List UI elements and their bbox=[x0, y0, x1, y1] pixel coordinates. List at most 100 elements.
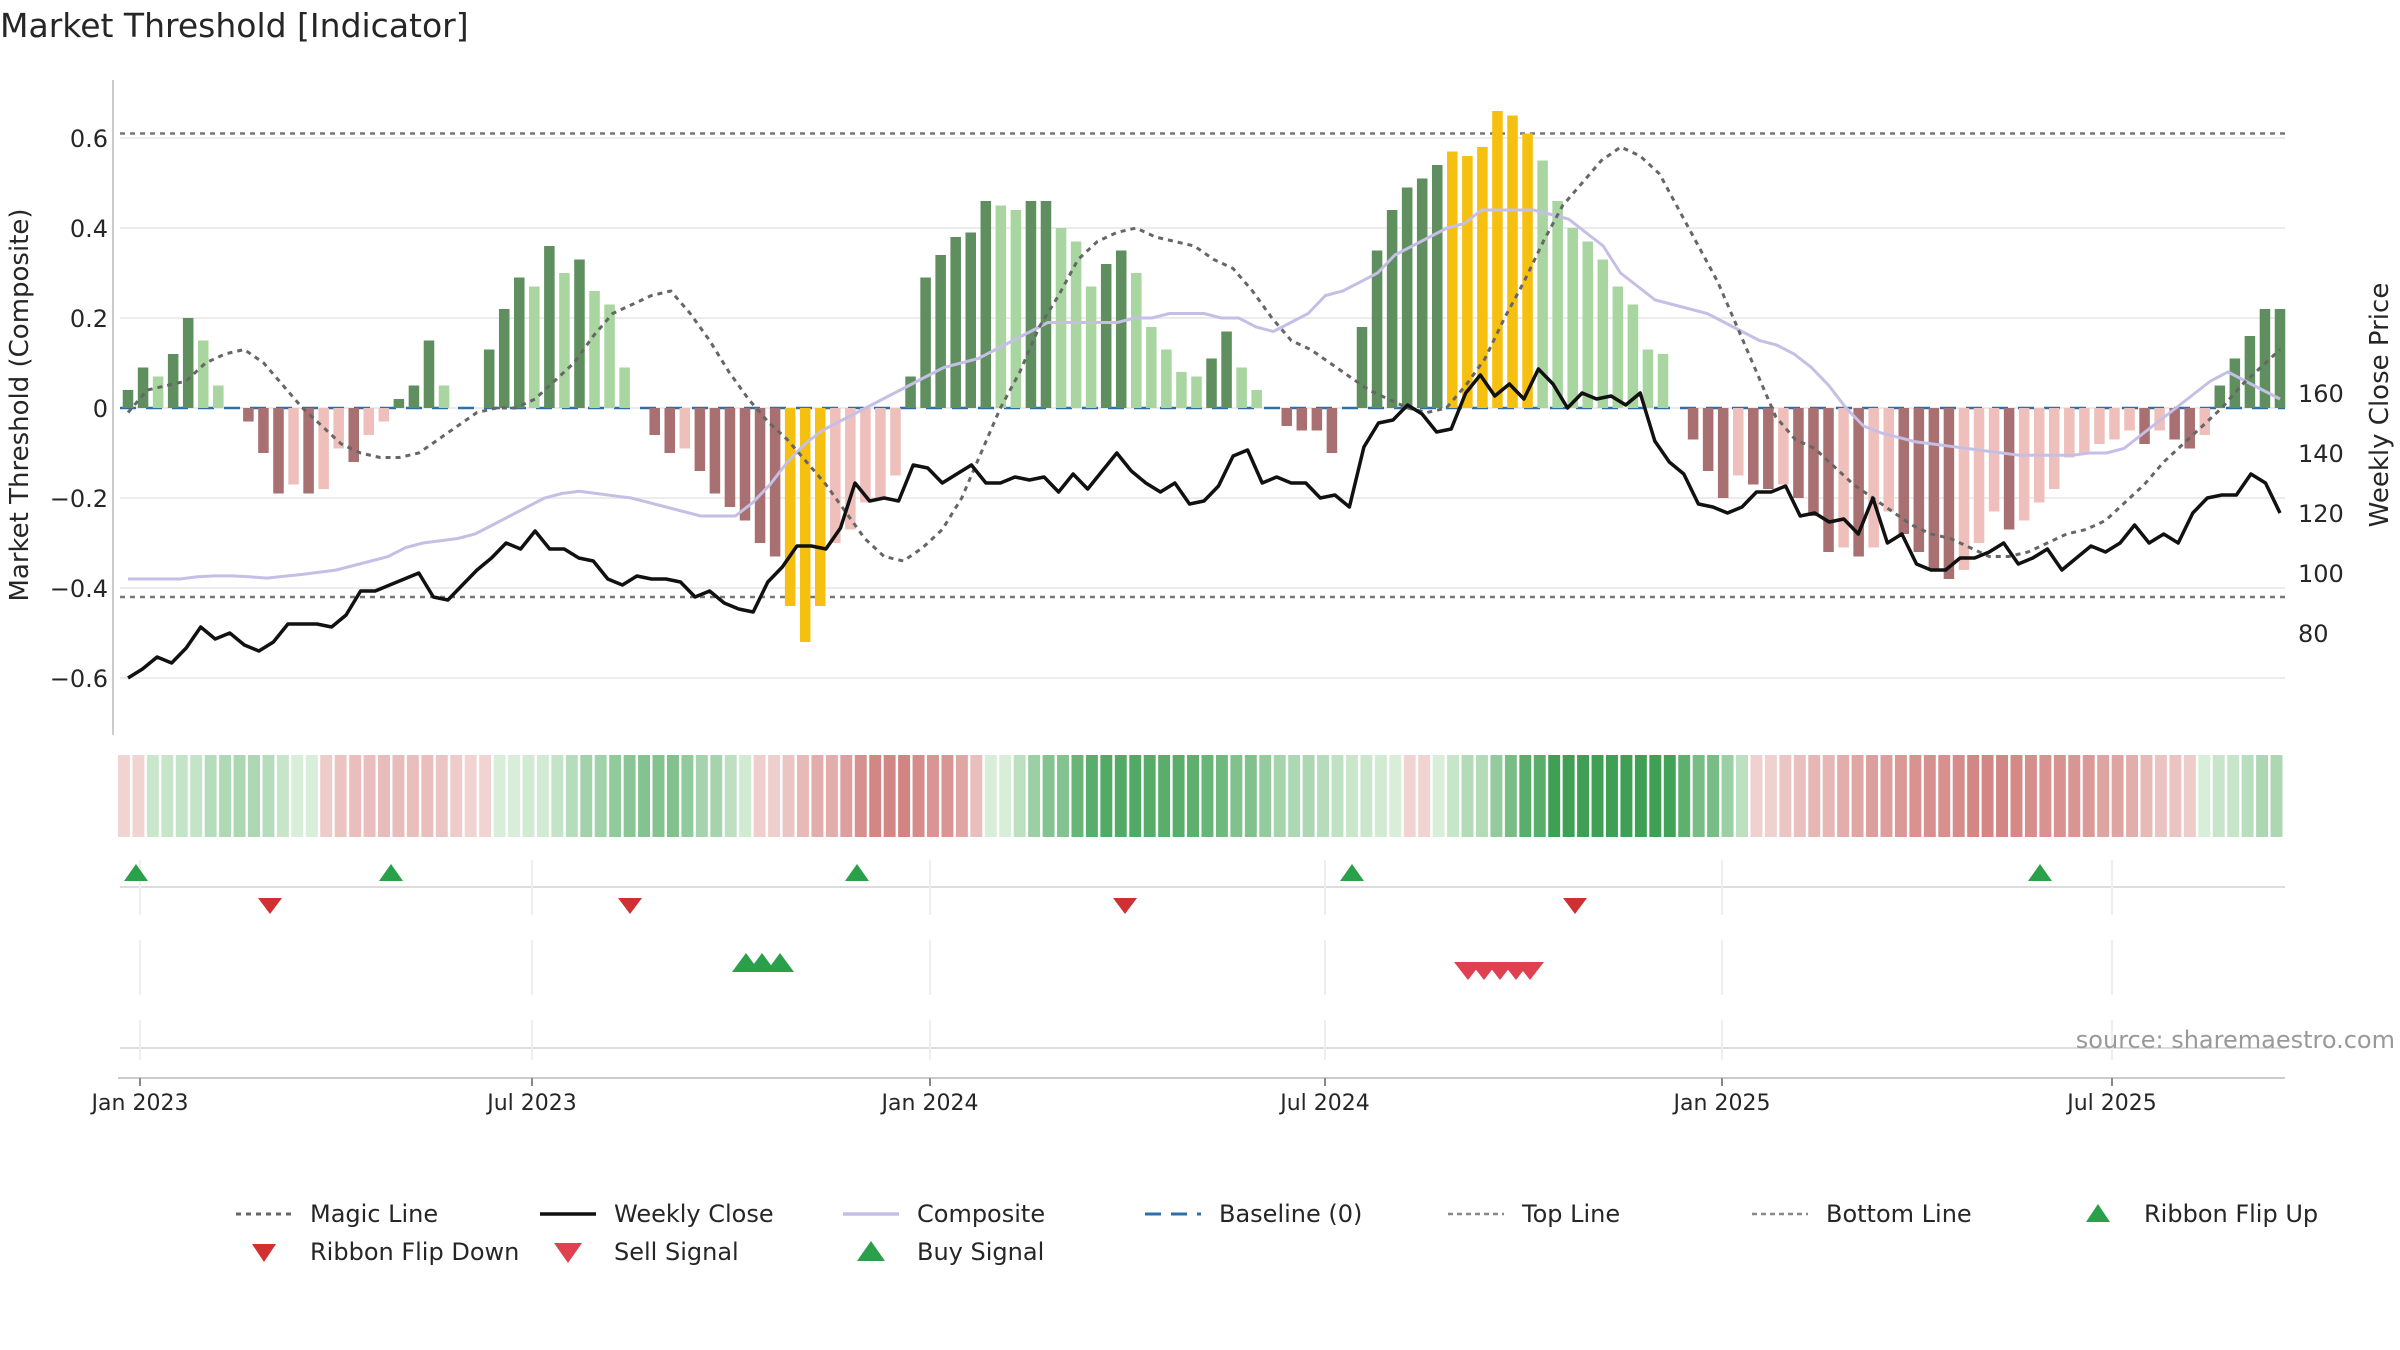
right-tick-label: 160 bbox=[2298, 380, 2344, 408]
ribbon-cell bbox=[1461, 755, 1474, 837]
ribbon-cell bbox=[1057, 755, 1069, 837]
ribbon-cell bbox=[219, 755, 232, 837]
left-tick-label: −0.6 bbox=[50, 665, 108, 693]
ribbon-cell bbox=[190, 755, 203, 837]
ribbon-cell bbox=[1201, 755, 1214, 837]
composite-bar bbox=[830, 408, 841, 543]
ribbon-cell bbox=[2010, 755, 2023, 837]
composite-bar bbox=[182, 318, 194, 408]
composite-bar bbox=[1748, 408, 1759, 485]
ribbon-cell bbox=[1230, 755, 1243, 837]
composite-bar bbox=[393, 399, 405, 408]
ribbon-cell bbox=[1620, 755, 1633, 837]
ribbon-cell bbox=[999, 755, 1012, 837]
ribbon-cell bbox=[1129, 755, 1142, 837]
ribbon-cell bbox=[1519, 755, 1532, 837]
legend-swatch-buy bbox=[857, 1241, 885, 1261]
ribbon-flip-down-marker bbox=[1563, 898, 1587, 914]
x-tick-label: Jan 2024 bbox=[880, 1091, 979, 1116]
ribbon-cell bbox=[1432, 755, 1445, 837]
legend-label: Weekly Close bbox=[614, 1200, 774, 1228]
composite-bar bbox=[1988, 408, 2000, 512]
ribbon-cell bbox=[1475, 755, 1488, 837]
ribbon-cell bbox=[248, 755, 260, 837]
ribbon-flip-up-marker bbox=[379, 864, 403, 881]
ribbon-cell bbox=[710, 755, 723, 837]
ribbon-cell bbox=[450, 755, 463, 837]
ribbon-cell bbox=[1158, 755, 1171, 837]
composite-bar bbox=[1356, 327, 1368, 408]
ribbon-cell bbox=[1996, 755, 2009, 837]
ribbon-cell bbox=[1302, 755, 1315, 837]
composite-bar bbox=[122, 390, 134, 408]
composite-bar bbox=[1853, 408, 1864, 557]
composite-bar bbox=[1732, 408, 1744, 476]
ribbon-cell bbox=[2082, 755, 2095, 837]
ribbon-cell bbox=[435, 755, 448, 837]
ribbon-cell bbox=[2068, 755, 2081, 837]
ribbon-cell bbox=[536, 755, 549, 837]
composite-bar bbox=[1913, 408, 1925, 552]
ribbon-cell bbox=[1634, 755, 1647, 837]
composite-bar bbox=[1823, 408, 1834, 552]
composite-bar bbox=[1612, 286, 1624, 408]
composite-bar bbox=[363, 408, 375, 435]
ribbon-cell bbox=[2183, 755, 2196, 837]
ribbon-cell bbox=[883, 755, 896, 837]
composite-bar bbox=[559, 273, 570, 408]
ribbon-cell bbox=[1692, 755, 1705, 837]
ribbon-cell bbox=[1490, 755, 1503, 837]
composite-bar bbox=[1416, 178, 1428, 408]
ribbon-cell bbox=[392, 755, 405, 837]
ribbon-cell bbox=[522, 755, 535, 837]
ribbon-cell bbox=[1504, 755, 1517, 837]
left-tick-label: −0.4 bbox=[50, 575, 108, 603]
ribbon-cell bbox=[898, 755, 911, 837]
ribbon-cell bbox=[1808, 755, 1821, 837]
composite-bar bbox=[2229, 358, 2241, 408]
ribbon-cell bbox=[1707, 755, 1720, 837]
ribbon-cell bbox=[1851, 755, 1864, 837]
ribbon-cell bbox=[724, 755, 737, 837]
composite-bar bbox=[498, 309, 510, 408]
legend-label: Buy Signal bbox=[917, 1238, 1044, 1266]
ribbon-cell bbox=[1360, 755, 1373, 837]
ribbon-cell bbox=[1418, 755, 1431, 837]
composite-bar bbox=[2184, 408, 2195, 449]
ribbon-cell bbox=[594, 755, 607, 837]
composite-bar bbox=[2094, 408, 2105, 444]
ribbon-cell bbox=[927, 755, 939, 837]
ribbon-cell bbox=[1533, 755, 1546, 837]
composite-bar bbox=[920, 277, 931, 408]
composite-bar bbox=[574, 259, 585, 408]
ribbon-cell bbox=[638, 755, 651, 837]
composite-bar bbox=[1281, 408, 1293, 426]
legend: Magic Line Weekly Close Composite Baseline … bbox=[236, 1200, 2318, 1266]
composite-bar bbox=[845, 408, 856, 530]
ribbon-cell bbox=[305, 755, 318, 837]
ribbon-cell bbox=[2169, 755, 2182, 837]
ribbon-cell bbox=[854, 755, 867, 837]
ribbon-cell bbox=[479, 755, 492, 837]
composite-bar bbox=[333, 408, 344, 449]
composite-bar bbox=[1191, 376, 1202, 408]
right-axis: 160 140 120 100 80 bbox=[2298, 380, 2344, 648]
composite-bar bbox=[2274, 309, 2286, 408]
composite-bar bbox=[438, 385, 450, 408]
left-tick-label: 0 bbox=[93, 395, 108, 423]
ribbon-cell bbox=[782, 755, 795, 837]
ribbon-cell bbox=[1894, 755, 1907, 837]
composite-bar bbox=[754, 408, 766, 543]
ribbon-cell bbox=[955, 755, 968, 837]
legend-label: Sell Signal bbox=[614, 1238, 739, 1266]
ribbon-cell bbox=[1259, 755, 1272, 837]
ribbon-flip-up-marker bbox=[845, 864, 869, 881]
ribbon-cell bbox=[2126, 755, 2139, 837]
ribbon-cell bbox=[1187, 755, 1199, 837]
ribbon-cell bbox=[2024, 755, 2037, 837]
ribbon-cell bbox=[406, 755, 419, 837]
composite-bar bbox=[1642, 349, 1654, 408]
ribbon-flip-up-marker bbox=[124, 864, 148, 881]
ribbon-flip-down-marker bbox=[1113, 898, 1137, 914]
composite-bar bbox=[935, 255, 946, 408]
